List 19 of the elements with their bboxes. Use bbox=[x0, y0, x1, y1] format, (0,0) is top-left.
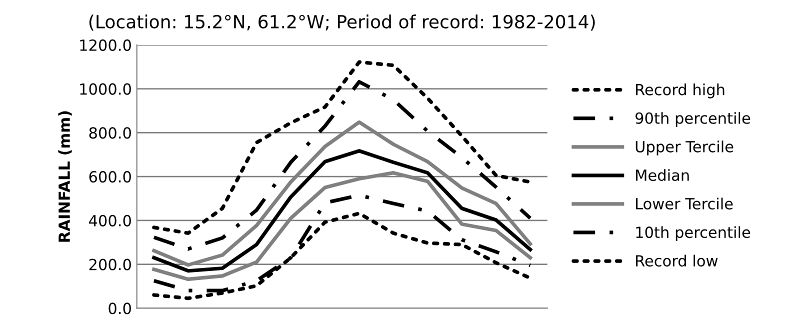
chart-title: (Location: 15.2°N, 61.2°W; Period of record: 1982-2014) bbox=[89, 14, 595, 31]
y-tick-label: 1200.0 bbox=[80, 39, 131, 51]
legend-label: 10th percentile bbox=[636, 226, 750, 242]
line-series bbox=[152, 60, 532, 235]
y-tick-label: 400.0 bbox=[88, 214, 131, 226]
legend-label: 90th percentile bbox=[636, 112, 750, 127]
line-series bbox=[152, 149, 532, 273]
y-tick-label: 0.0 bbox=[108, 302, 131, 314]
y-tick-label: 600.0 bbox=[89, 171, 131, 183]
line-series bbox=[152, 80, 532, 251]
y-tick-label: 1000.0 bbox=[80, 83, 131, 95]
y-tick-label: 200.0 bbox=[89, 258, 131, 270]
legend-label: Lower Tercile bbox=[636, 198, 733, 210]
legend-label: Record low bbox=[636, 254, 718, 267]
y-tick-label: 800.0 bbox=[89, 127, 131, 139]
y-axis-title: RAINFALL (mm) bbox=[58, 111, 72, 242]
legend-label: Median bbox=[636, 169, 689, 181]
legend-label: Upper Tercile bbox=[636, 140, 734, 156]
legend-label: Record high bbox=[636, 84, 724, 98]
